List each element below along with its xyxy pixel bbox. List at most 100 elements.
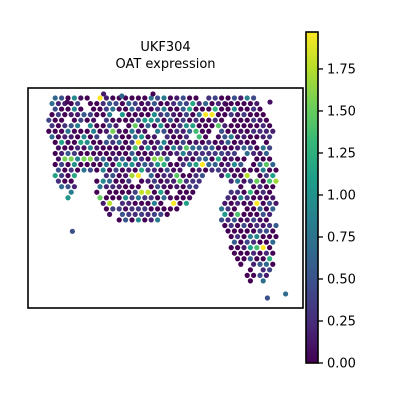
spot bbox=[145, 178, 151, 184]
spot bbox=[52, 117, 58, 123]
spot bbox=[65, 150, 71, 157]
spot bbox=[177, 156, 183, 162]
spot bbox=[52, 128, 58, 134]
spot bbox=[263, 172, 269, 179]
spot bbox=[139, 100, 145, 107]
spot bbox=[94, 178, 100, 184]
spot bbox=[254, 134, 260, 140]
spot bbox=[190, 167, 196, 173]
spot bbox=[139, 211, 145, 217]
spot bbox=[171, 167, 177, 173]
spot bbox=[55, 134, 62, 140]
spot bbox=[206, 139, 212, 145]
spot bbox=[107, 211, 113, 217]
spot bbox=[135, 117, 141, 123]
spot bbox=[49, 100, 55, 107]
spot bbox=[65, 95, 71, 101]
chart-subtitle: OAT expression bbox=[115, 57, 216, 72]
spot bbox=[142, 139, 148, 145]
colorbar bbox=[305, 31, 319, 364]
spot bbox=[219, 95, 225, 101]
spot bbox=[145, 167, 151, 173]
spot bbox=[257, 261, 263, 267]
spot bbox=[247, 267, 253, 273]
spot bbox=[231, 228, 237, 234]
spot bbox=[103, 195, 109, 201]
spot bbox=[267, 189, 273, 195]
spot bbox=[254, 156, 260, 162]
spot bbox=[65, 161, 71, 168]
spot bbox=[129, 161, 135, 168]
spot bbox=[68, 112, 74, 118]
spot bbox=[75, 167, 81, 173]
spot bbox=[46, 128, 52, 134]
spot bbox=[206, 128, 212, 134]
spot bbox=[71, 172, 77, 179]
spot bbox=[139, 112, 145, 118]
spot bbox=[244, 128, 250, 134]
spot bbox=[116, 128, 122, 134]
spot bbox=[247, 123, 253, 129]
spot bbox=[142, 161, 148, 168]
spot bbox=[151, 189, 157, 195]
spot bbox=[206, 117, 212, 123]
spot bbox=[187, 128, 193, 134]
spot bbox=[260, 167, 266, 173]
spot bbox=[84, 139, 90, 145]
spot bbox=[228, 112, 234, 118]
spot bbox=[241, 256, 247, 262]
spot bbox=[148, 150, 154, 157]
spot bbox=[174, 195, 180, 201]
spot bbox=[238, 106, 244, 112]
spot bbox=[187, 150, 193, 157]
spot bbox=[171, 112, 177, 118]
spot bbox=[158, 167, 164, 173]
spot bbox=[177, 112, 183, 118]
spot bbox=[62, 178, 68, 184]
spot bbox=[113, 167, 119, 173]
spot bbox=[161, 128, 167, 134]
spot bbox=[103, 117, 109, 123]
spot bbox=[209, 145, 215, 151]
spot bbox=[225, 217, 231, 223]
spot bbox=[212, 150, 218, 157]
spot bbox=[254, 167, 260, 173]
spot bbox=[161, 106, 167, 112]
spot bbox=[94, 189, 100, 195]
spot bbox=[251, 95, 257, 101]
spot bbox=[71, 106, 77, 112]
spot bbox=[251, 206, 257, 212]
spot bbox=[270, 239, 276, 245]
spot bbox=[158, 189, 164, 195]
spot bbox=[254, 256, 260, 262]
spot bbox=[142, 106, 148, 112]
spot bbox=[228, 145, 234, 151]
spot bbox=[135, 172, 141, 179]
spot bbox=[135, 95, 141, 101]
spot bbox=[110, 184, 116, 190]
spot bbox=[116, 184, 122, 190]
spot bbox=[113, 145, 119, 151]
spot bbox=[235, 222, 241, 229]
spot bbox=[180, 128, 186, 134]
spot bbox=[71, 128, 77, 134]
spot bbox=[103, 106, 109, 112]
spot bbox=[273, 233, 279, 240]
spot bbox=[110, 172, 116, 179]
spot bbox=[107, 100, 113, 107]
spot bbox=[164, 211, 170, 217]
spot bbox=[180, 106, 186, 112]
spot bbox=[225, 161, 231, 168]
spot bbox=[59, 106, 65, 112]
spot bbox=[103, 184, 109, 190]
spot bbox=[97, 95, 103, 101]
spot bbox=[164, 178, 170, 184]
spot bbox=[196, 112, 202, 118]
spot bbox=[148, 95, 154, 101]
spot bbox=[167, 195, 173, 201]
spot bbox=[75, 145, 81, 151]
spot bbox=[145, 145, 151, 151]
spot bbox=[212, 106, 218, 112]
spot bbox=[238, 172, 244, 179]
spot bbox=[254, 112, 260, 118]
